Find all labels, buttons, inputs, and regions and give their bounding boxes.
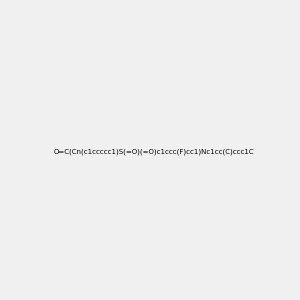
Text: O=C(Cn(c1ccccc1)S(=O)(=O)c1ccc(F)cc1)Nc1cc(C)ccc1C: O=C(Cn(c1ccccc1)S(=O)(=O)c1ccc(F)cc1)Nc1… [53, 148, 254, 155]
